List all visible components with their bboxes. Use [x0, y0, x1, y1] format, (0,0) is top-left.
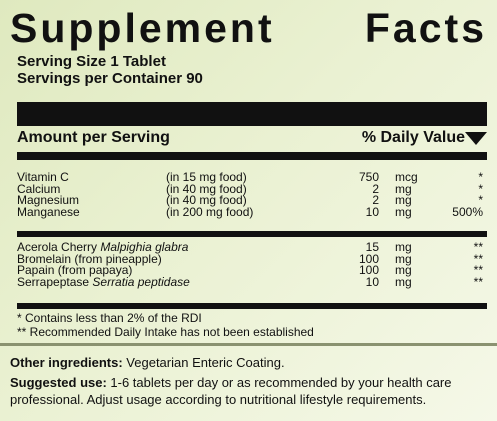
- enzyme-unit: mg: [395, 263, 412, 278]
- nutrient-amount: 750: [358, 170, 379, 184]
- header-divider: [17, 152, 487, 160]
- enzyme-unit: mg: [395, 275, 412, 290]
- nutrient-list: Vitamin C (in 15 mg food) 750 mcg * Calc…: [17, 170, 487, 220]
- enzyme-amount: 10: [365, 275, 379, 290]
- nutrient-name: Magnesium: [17, 193, 80, 208]
- enzyme-row: Acerola Cherry Malpighia glabra 15 mg **: [17, 240, 487, 254]
- thick-divider: [17, 102, 487, 126]
- suggested-use-text-continued: professional. Adjust usage according to …: [10, 392, 427, 407]
- enzyme-row: Papain (from papaya) 100 mg **: [17, 263, 487, 278]
- title-word-supplement: Supplement: [10, 5, 275, 51]
- serving-info: Serving Size 1 Tablet Servings per Conta…: [17, 53, 203, 87]
- nutrient-unit: mg: [395, 205, 412, 220]
- enzyme-list: Acerola Cherry Malpighia glabra 15 mg **…: [17, 240, 487, 290]
- suggested-use: Suggested use: 1-6 tablets per day or as…: [10, 374, 490, 408]
- enzyme-daily-value: **: [473, 263, 483, 278]
- nutrient-unit: mg: [395, 193, 412, 208]
- enzyme-latin-name: Serratia peptidase: [92, 275, 190, 290]
- enzyme-amount: 100: [358, 251, 379, 266]
- ingredients-and-usage: Other ingredients: Vegetarian Enteric Co…: [10, 354, 490, 408]
- nutrient-source: (in 40 mg food): [166, 193, 247, 208]
- nutrient-source: (in 15 mg food): [166, 170, 247, 184]
- other-ingredients-text: Vegetarian Enteric Coating.: [122, 355, 285, 370]
- nutrient-name: Calcium: [17, 181, 61, 196]
- panel-title: Supplement Facts: [10, 6, 487, 50]
- nutrient-source: (in 200 mg food): [166, 205, 254, 220]
- enzyme-name: Bromelain (from pineapple): [17, 251, 162, 266]
- enzyme-name: Papain (from papaya): [17, 263, 133, 278]
- enzyme-row: Bromelain (from pineapple) 100 mg **: [17, 251, 487, 266]
- nutrient-name: Manganese: [17, 205, 80, 220]
- enzyme-daily-value: **: [473, 240, 483, 254]
- enzyme-unit: mg: [395, 251, 412, 266]
- nutrient-daily-value: *: [478, 181, 483, 196]
- enzyme-amount: 15: [365, 240, 379, 254]
- nutrient-amount: 2: [372, 193, 379, 208]
- enzyme-daily-value: **: [473, 275, 483, 290]
- nutrient-row: Vitamin C (in 15 mg food) 750 mcg *: [17, 170, 487, 184]
- enzyme-row: Serrapeptase Serratia peptidase 10 mg **: [17, 275, 487, 290]
- suggested-use-text: 1-6 tablets per day or as recommended by…: [106, 375, 452, 390]
- amount-header: Amount per Serving % Daily Value: [17, 128, 487, 148]
- nutrient-name: Vitamin C: [17, 170, 69, 184]
- nutrient-daily-value: *: [478, 193, 483, 208]
- title-word-facts: Facts: [364, 5, 487, 51]
- enzyme-amount: 100: [358, 263, 379, 278]
- footnote-divider: [17, 303, 487, 309]
- footnotes: * Contains less than 2% of the RDI ** Re…: [17, 311, 314, 339]
- footnote-double-star: ** Recommended Daily Intake has not been…: [17, 324, 314, 339]
- enzyme-latin-name: Malpighia glabra: [100, 240, 189, 254]
- nutrient-daily-value: *: [478, 170, 483, 184]
- nutrient-source: (in 40 mg food): [166, 181, 247, 196]
- nutrient-amount: 10: [365, 205, 379, 220]
- enzyme-unit: mg: [395, 240, 412, 254]
- enzyme-name: Serrapeptase Serratia peptidase: [17, 275, 190, 290]
- section-divider: [17, 231, 487, 237]
- daily-value-label: % Daily Value: [361, 129, 465, 146]
- other-ingredients: Other ingredients: Vegetarian Enteric Co…: [10, 354, 490, 371]
- bottom-separator: [0, 343, 497, 346]
- enzyme-name: Acerola Cherry Malpighia glabra: [17, 240, 189, 254]
- nutrient-row: Magnesium (in 40 mg food) 2 mg *: [17, 195, 487, 207]
- nutrient-daily-value: 500%: [452, 205, 483, 220]
- nutrient-row: Calcium (in 40 mg food) 2 mg *: [17, 181, 487, 196]
- serving-size: Serving Size 1 Tablet: [17, 53, 166, 70]
- other-ingredients-label: Other ingredients:: [10, 355, 123, 370]
- footnote-single-star: * Contains less than 2% of the RDI: [17, 311, 202, 325]
- nutrient-unit: mg: [395, 181, 412, 196]
- amount-per-serving-label: Amount per Serving: [17, 129, 170, 146]
- triangle-down-icon: [465, 132, 487, 145]
- nutrient-amount: 2: [372, 181, 379, 196]
- supplement-facts-panel: Supplement Facts Serving Size 1 Tablet S…: [10, 6, 487, 343]
- enzyme-daily-value: **: [473, 251, 483, 266]
- suggested-use-label: Suggested use:: [10, 375, 107, 390]
- servings-per-container: Servings per Container 90: [17, 70, 203, 87]
- nutrient-unit: mcg: [395, 170, 418, 184]
- nutrient-row: Manganese (in 200 mg food) 10 mg 500%: [17, 205, 487, 220]
